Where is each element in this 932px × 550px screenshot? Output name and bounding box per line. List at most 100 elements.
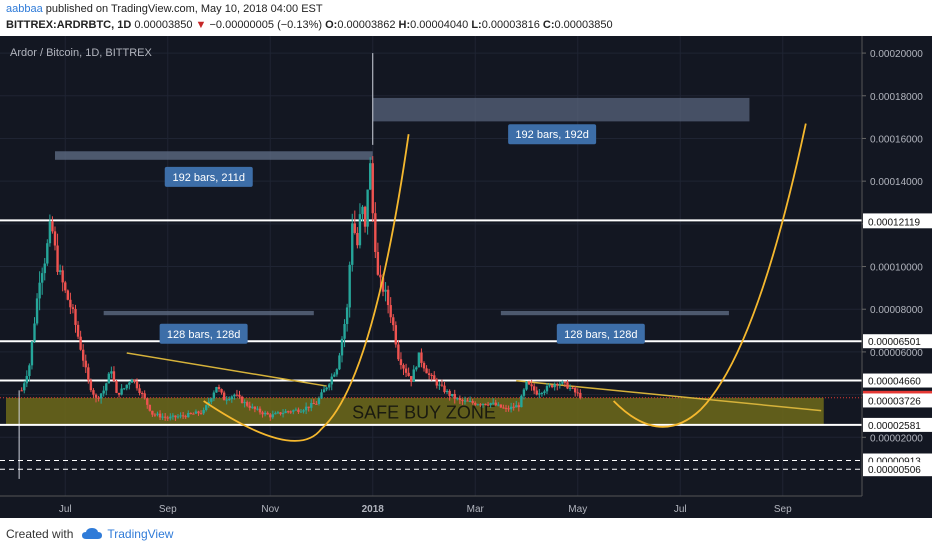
candle-body — [140, 392, 144, 394]
candle-body — [92, 390, 95, 395]
candle-body — [563, 381, 567, 383]
candle-body — [535, 390, 538, 395]
candle-body — [181, 415, 185, 417]
safe-buy-zone: SAFE BUY ZONE — [6, 397, 824, 425]
level-price-tag — [863, 393, 932, 408]
candle-body — [279, 412, 282, 415]
tradingview-link[interactable]: TradingView — [107, 527, 174, 541]
candle-body — [281, 413, 285, 415]
candle-body — [571, 387, 574, 389]
candle-body — [46, 243, 49, 264]
candle-body — [297, 409, 300, 413]
y-tick-label: 0.00014000 — [870, 177, 923, 188]
x-tick-label: May — [568, 504, 587, 515]
open-value: 0.00003862 — [337, 19, 396, 31]
candle-body — [389, 305, 392, 318]
candle-body — [28, 365, 31, 376]
candle-body — [417, 352, 421, 368]
candle-body — [20, 390, 23, 392]
candle-body — [345, 307, 349, 325]
candle-body — [384, 289, 387, 292]
candle-body — [210, 398, 213, 402]
trend-line — [126, 352, 327, 387]
candle-body — [566, 382, 569, 389]
candle-body — [99, 393, 103, 399]
candle-body — [253, 406, 257, 410]
candle-body — [509, 406, 513, 410]
candle-body — [294, 409, 298, 411]
author-link[interactable]: aabbaa — [6, 3, 43, 15]
candle-body — [494, 402, 497, 406]
candle-body — [358, 214, 362, 246]
level-price-tag — [863, 214, 932, 229]
price-chart[interactable]: SAFE BUY ZONE 192 bars, 211d 192 bars, 19… — [0, 36, 932, 518]
candle-body — [440, 384, 444, 386]
candle-body — [204, 405, 208, 411]
candle-body — [79, 336, 82, 350]
candle-body — [576, 392, 579, 394]
candle-body — [453, 393, 456, 399]
candle-body — [545, 385, 549, 392]
candle-body — [40, 273, 44, 283]
candle-body — [289, 411, 292, 413]
candle-body — [125, 384, 128, 389]
candle-body — [438, 384, 441, 386]
close-label: C: — [542, 19, 555, 31]
candle-body — [133, 379, 136, 382]
candle-body — [317, 398, 321, 405]
chart-title: Ardor / Bitcoin, 1D, BITTREX — [10, 47, 152, 59]
candle-body — [471, 401, 474, 403]
x-tick-label: Nov — [261, 504, 279, 515]
projection-curves — [203, 123, 807, 442]
candle-body — [169, 416, 172, 419]
candle-body — [161, 416, 164, 418]
candle-body — [271, 414, 275, 418]
candle-body — [573, 388, 577, 393]
candle-body — [261, 412, 264, 415]
candle-body — [222, 392, 226, 401]
candle-body — [179, 415, 182, 417]
candle-body — [266, 412, 269, 415]
projection-curve — [612, 400, 702, 428]
candle-body — [171, 415, 175, 417]
annotation-label: 192 bars, 211d — [172, 172, 245, 184]
symbol-header: BITTREX:ARDRBTC, 1D 0.00003850 ▼ −0.0000… — [6, 19, 613, 31]
candle-body — [527, 381, 531, 385]
candle-body — [163, 416, 167, 418]
candle-body — [553, 383, 556, 388]
candle-body — [112, 371, 116, 381]
candle-body — [84, 360, 87, 368]
candle-body — [525, 381, 528, 390]
candle-body — [368, 163, 372, 190]
level-price-tag — [863, 462, 932, 477]
y-tick-label: 0.00020000 — [870, 49, 923, 60]
candle-body — [481, 403, 485, 405]
candle-body — [427, 373, 431, 375]
candle-body — [174, 415, 177, 418]
candle-body — [420, 352, 423, 363]
x-tick-label: Sep — [159, 504, 177, 515]
candle-body — [202, 410, 205, 414]
candle-body — [335, 369, 339, 375]
price-candles — [20, 156, 582, 422]
candle-body — [340, 338, 344, 356]
candle-body — [58, 270, 62, 272]
candle-body — [51, 221, 54, 232]
candle-body — [53, 231, 57, 246]
candle-body — [343, 324, 346, 339]
candle-body — [230, 396, 234, 400]
chart-annotations: 192 bars, 211d 192 bars, 192d 128 bars, 12… — [159, 124, 645, 344]
candle-body — [135, 381, 139, 389]
level-price-label: 0.00004660 — [868, 377, 921, 388]
candle-body — [258, 408, 262, 413]
candle-body — [228, 399, 231, 401]
candle-body — [274, 413, 277, 415]
level-price-label: 0.00003726 — [868, 396, 921, 407]
candle-body — [212, 392, 216, 399]
candle-body — [128, 382, 131, 385]
candle-body — [115, 380, 118, 393]
candle-body — [445, 390, 449, 393]
candle-body — [463, 400, 467, 402]
candle-body — [517, 405, 521, 408]
candle-body — [35, 298, 39, 324]
